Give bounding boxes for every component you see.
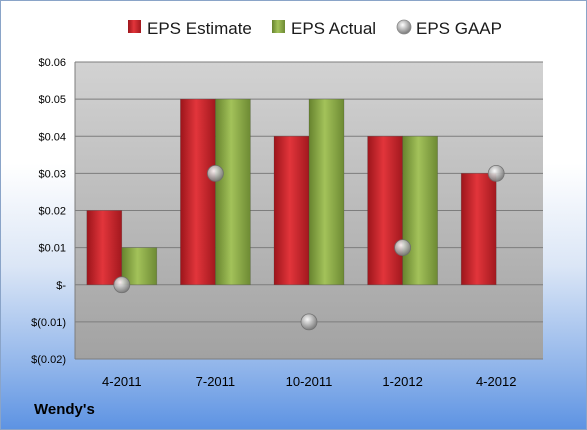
- point-eps-gaap: [113, 276, 131, 294]
- y-axis-ticks: $0.06 $0.05 $0.04 $0.03 $0.02 $0.01 $- $(0.01) $…: [31, 57, 66, 366]
- x-tick-label: 4-2012: [476, 374, 516, 389]
- y-tick-label: $(0.02): [31, 354, 66, 366]
- point-eps-gaap: [206, 164, 224, 182]
- y-tick-label: $0.03: [38, 168, 66, 180]
- bar-actual: [402, 135, 438, 286]
- legend: EPS Estimate EPS Actual EPS GAAP: [128, 19, 502, 38]
- point-eps-gaap: [487, 164, 505, 182]
- y-tick-label: $0.04: [38, 131, 66, 143]
- x-tick-label: 4-2011: [102, 374, 142, 389]
- bar-estimate: [273, 135, 310, 286]
- legend-label-eps-actual: EPS Actual: [291, 19, 376, 38]
- y-tick-label: $0.01: [38, 243, 66, 255]
- bar-estimate: [460, 173, 497, 286]
- legend-swatch-eps-estimate: [128, 20, 141, 33]
- bar-estimate: [180, 98, 216, 286]
- bar-actual: [215, 98, 251, 286]
- bars: [86, 98, 497, 286]
- legend-marker-eps-gaap: [396, 19, 412, 35]
- bar-estimate: [86, 210, 123, 286]
- y-tick-label: $0.06: [38, 57, 66, 69]
- x-tick-label: 7-2011: [196, 374, 236, 389]
- y-tick-label: $0.05: [38, 94, 66, 106]
- bar-estimate: [367, 135, 403, 286]
- x-axis-ticks: 4-2011 7-2011 10-2011 1-2012 4-2012: [102, 374, 516, 389]
- x-tick-label: 1-2012: [382, 374, 422, 389]
- point-eps-gaap: [300, 313, 318, 331]
- company-label: Wendy's: [34, 401, 95, 418]
- legend-label-eps-estimate: EPS Estimate: [147, 19, 252, 38]
- legend-swatch-eps-actual: [272, 20, 285, 33]
- y-tick-label: $0.02: [38, 206, 66, 218]
- bar-actual: [308, 98, 345, 286]
- legend-label-eps-gaap: EPS GAAP: [416, 19, 502, 38]
- x-tick-label: 10-2011: [286, 374, 333, 389]
- gaap-points: [113, 164, 505, 331]
- y-tick-label: $-: [56, 280, 66, 292]
- bar-actual: [121, 247, 158, 286]
- point-eps-gaap: [394, 239, 412, 257]
- y-tick-label: $(0.01): [31, 317, 66, 329]
